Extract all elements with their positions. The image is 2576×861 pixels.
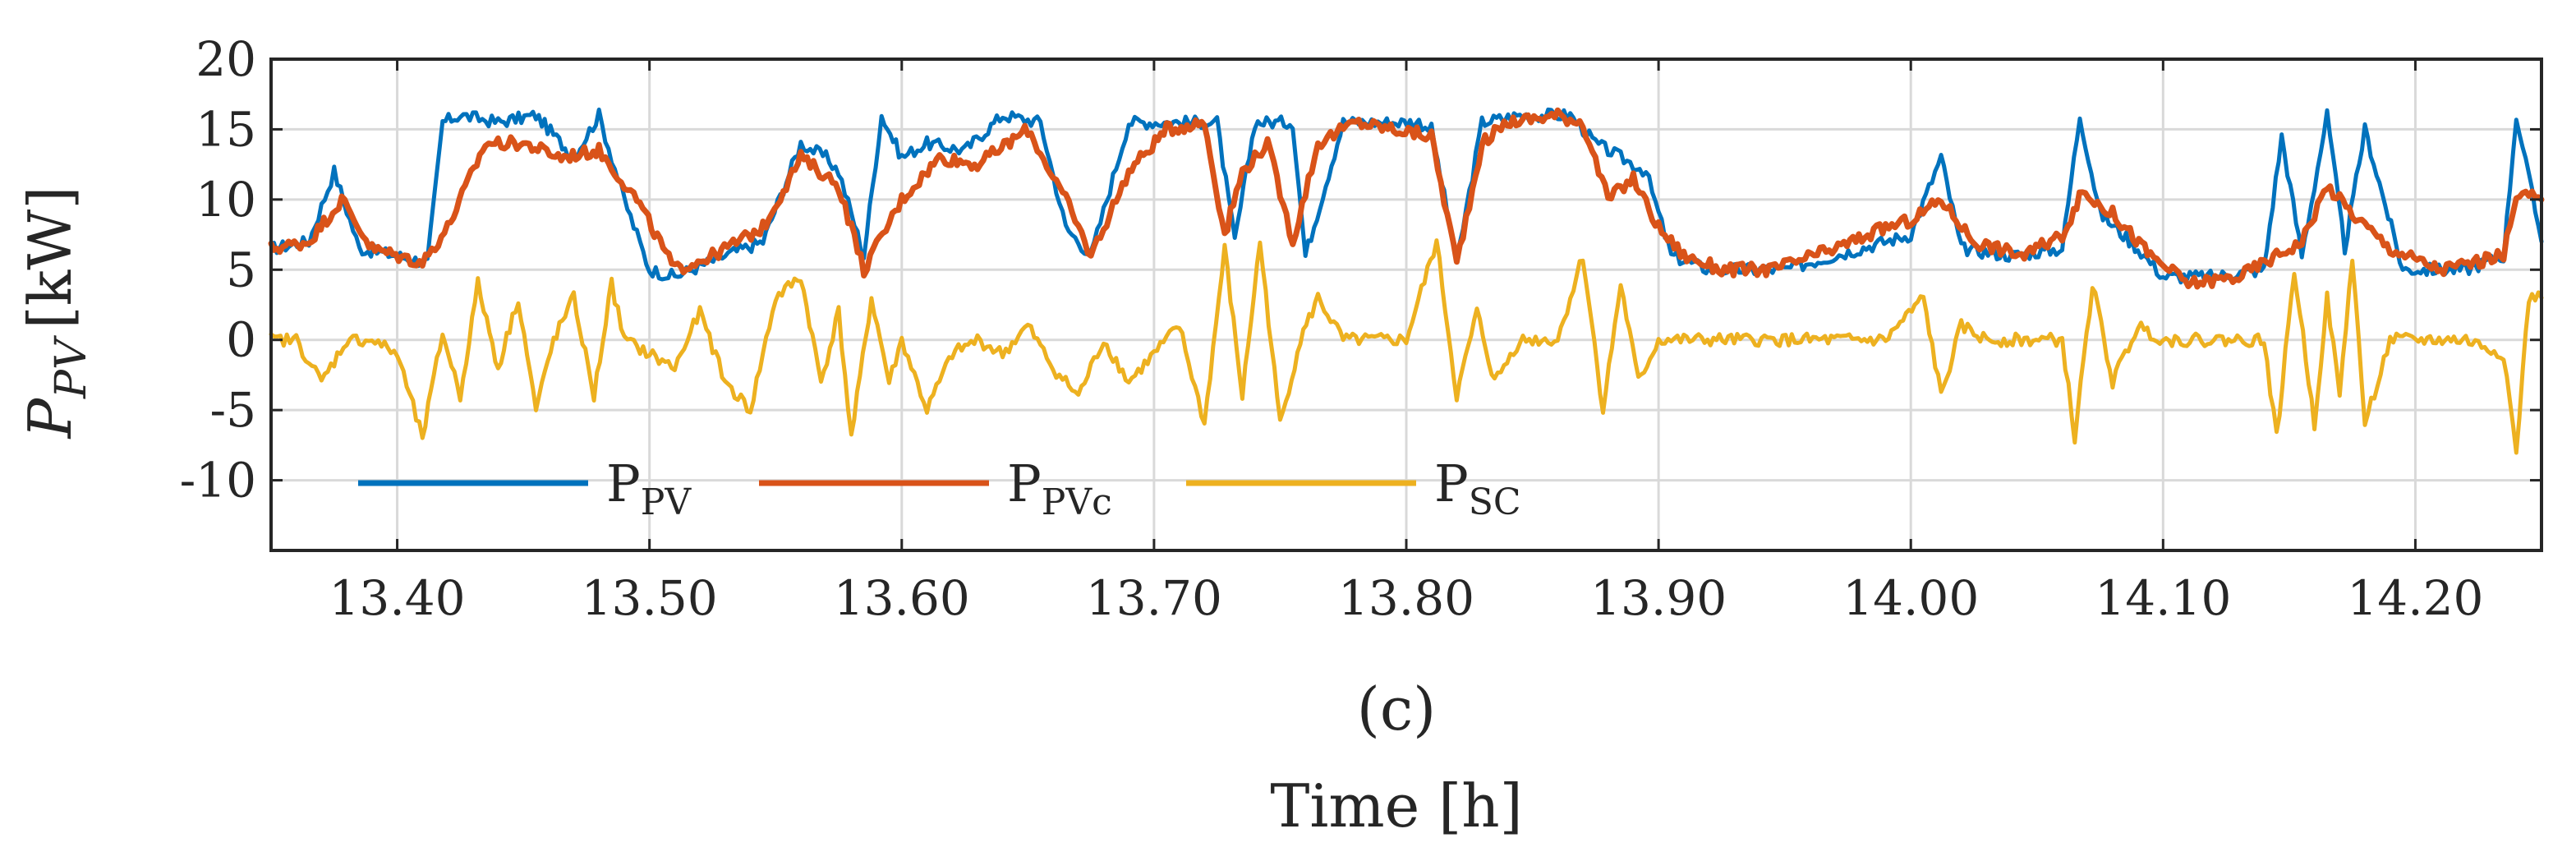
- series-group: [268, 107, 2545, 455]
- legend-label-pvc-main: P: [1007, 454, 1042, 513]
- legend-label-pv-main: P: [606, 454, 641, 513]
- axis-ticks: 13.40 13.50 13.60 13.70 13.80 13.90 14.00 14.10…: [180, 31, 2542, 626]
- y-axis-title: PPV[kW]: [16, 186, 96, 440]
- y-axis-title-sub: PV: [47, 335, 96, 399]
- series-line-sc: [269, 238, 2544, 455]
- x-tick-label: 13.80: [1338, 570, 1474, 626]
- y-axis-title-unit: [kW]: [16, 186, 85, 329]
- x-tick-label: 13.50: [582, 570, 718, 626]
- y-tick-label: -5: [210, 382, 257, 438]
- x-tick-label: 14.00: [1842, 570, 1979, 626]
- series-line-pvc: [268, 107, 2545, 290]
- x-tick-label: 14.20: [2347, 570, 2483, 626]
- legend-label-pv: PPV: [606, 454, 692, 523]
- x-tick-label: 13.70: [1086, 570, 1222, 626]
- legend-label-sc-main: P: [1434, 454, 1469, 513]
- legend-label-pvc-sub: PVc: [1042, 481, 1112, 523]
- legend-label-pv-sub: PV: [641, 481, 692, 523]
- y-tick-label: 10: [196, 172, 256, 228]
- legend-label-sc: PSC: [1434, 454, 1521, 523]
- legend-label-sc-sub: SC: [1469, 481, 1521, 523]
- legend: PPV PPVc PSC: [358, 454, 1521, 523]
- panel-label: (c): [1357, 675, 1437, 744]
- x-tick-label: 13.40: [329, 570, 466, 626]
- y-tick-label: 0: [226, 312, 256, 368]
- x-tick-label: 13.60: [834, 570, 970, 626]
- legend-label-pvc: PPVc: [1007, 454, 1112, 523]
- y-axis-title-main: P: [16, 397, 85, 440]
- y-tick-label: 20: [196, 31, 256, 87]
- x-axis-title: Time [h]: [1270, 771, 1522, 840]
- y-tick-label: 5: [226, 242, 256, 297]
- y-tick-label: -10: [180, 453, 256, 509]
- y-tick-label: 15: [196, 101, 256, 157]
- x-tick-label: 14.10: [2095, 570, 2231, 626]
- x-tick-label: 13.90: [1590, 570, 1727, 626]
